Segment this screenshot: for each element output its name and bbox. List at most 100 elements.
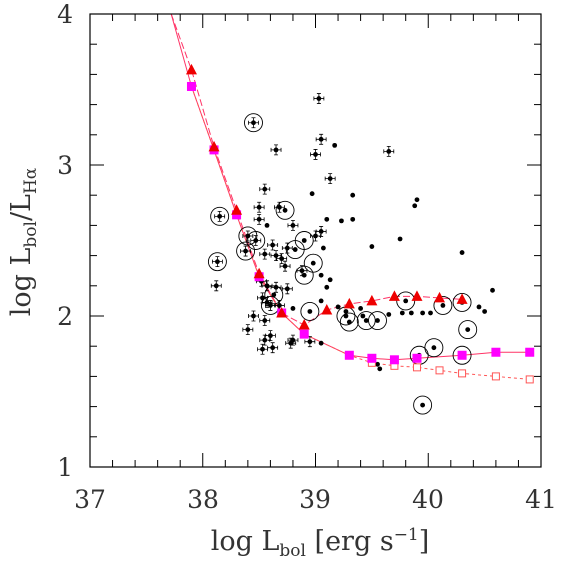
point-ring	[458, 320, 478, 340]
data-point	[368, 311, 387, 330]
model-triangle	[434, 291, 446, 303]
model-square	[344, 350, 354, 360]
point-marker	[262, 186, 268, 192]
point-marker	[253, 238, 259, 243]
point-marker	[260, 295, 265, 301]
data-point	[350, 192, 356, 198]
data-point	[433, 295, 453, 315]
data-point	[274, 300, 285, 311]
point-ring	[294, 265, 314, 285]
data-point	[270, 281, 282, 293]
point-marker	[346, 319, 352, 325]
point-marker	[251, 120, 256, 126]
data-point	[267, 239, 279, 251]
data-point	[458, 320, 478, 340]
data-point	[259, 334, 271, 346]
data-point	[303, 253, 323, 273]
data-point	[259, 183, 271, 195]
point-ring	[285, 240, 305, 260]
data-point	[248, 310, 259, 322]
point-marker	[440, 303, 446, 308]
data-point	[356, 311, 376, 330]
point-marker	[316, 96, 322, 101]
axis-ticks	[89, 13, 542, 468]
point-marker	[310, 260, 316, 266]
data-point	[253, 201, 265, 213]
point-marker	[420, 310, 426, 316]
model-triangle	[456, 293, 468, 304]
data-point	[315, 226, 327, 237]
point-marker	[375, 361, 380, 367]
point-marker	[465, 327, 471, 332]
data-point	[324, 173, 336, 184]
point-marker	[476, 304, 482, 310]
data-point	[207, 252, 227, 272]
model-triangle	[231, 204, 243, 215]
point-ring	[264, 285, 284, 305]
x-tick-label: 40	[412, 485, 444, 514]
data-point	[339, 218, 344, 224]
point-marker	[217, 213, 223, 219]
x-tick-labels: 37 38 39 40 41	[74, 485, 557, 514]
model-triangle	[321, 303, 333, 315]
model-triangle	[343, 297, 355, 309]
model-triangle	[388, 290, 400, 301]
point-marker	[363, 318, 369, 323]
point-marker	[343, 309, 349, 314]
point-marker	[307, 339, 313, 345]
data-point	[350, 216, 356, 222]
point-marker	[301, 272, 307, 278]
point-marker	[256, 216, 262, 222]
point-marker	[256, 204, 262, 210]
point-ring	[207, 252, 227, 272]
model-triangle	[366, 294, 378, 306]
y-tick-label: 3	[57, 151, 73, 180]
data-point	[310, 149, 321, 160]
point-marker	[318, 136, 324, 142]
data-point	[490, 287, 495, 293]
point-marker	[213, 283, 219, 289]
model-open-square	[412, 363, 421, 372]
point-marker	[369, 244, 375, 249]
point-marker	[408, 310, 414, 316]
data-point	[386, 312, 392, 317]
model-square	[412, 353, 422, 363]
model-square	[232, 210, 242, 220]
data-point	[259, 248, 271, 260]
data-point	[369, 244, 375, 249]
data-point	[285, 337, 297, 349]
model-triangle	[298, 319, 310, 330]
model-square	[367, 353, 377, 363]
data-point	[275, 200, 295, 220]
point-marker	[282, 263, 288, 269]
data-point	[246, 231, 266, 250]
model-square	[525, 347, 535, 357]
point-marker	[327, 176, 333, 181]
data-point	[397, 236, 403, 242]
point-marker	[262, 251, 268, 257]
data-point	[270, 250, 282, 261]
data-point	[318, 340, 324, 346]
data-point	[424, 338, 444, 358]
point-marker	[386, 312, 392, 317]
data-point	[236, 241, 256, 261]
point-marker	[277, 204, 282, 210]
data-point	[210, 206, 230, 226]
point-marker	[279, 256, 285, 262]
point-marker	[292, 247, 298, 252]
data-point	[267, 342, 279, 354]
point-marker	[428, 310, 433, 316]
point-marker	[251, 313, 256, 319]
point-marker	[420, 402, 426, 408]
data-point	[459, 250, 465, 255]
data-point	[339, 312, 359, 332]
data-point	[428, 310, 433, 316]
point-marker	[403, 298, 409, 304]
model-curve-triangle	[170, 13, 463, 326]
data-point	[343, 309, 349, 314]
data-point	[265, 330, 276, 342]
point-marker	[313, 152, 318, 157]
data-point	[287, 220, 299, 231]
data-point	[360, 313, 366, 319]
point-ring	[368, 311, 387, 330]
